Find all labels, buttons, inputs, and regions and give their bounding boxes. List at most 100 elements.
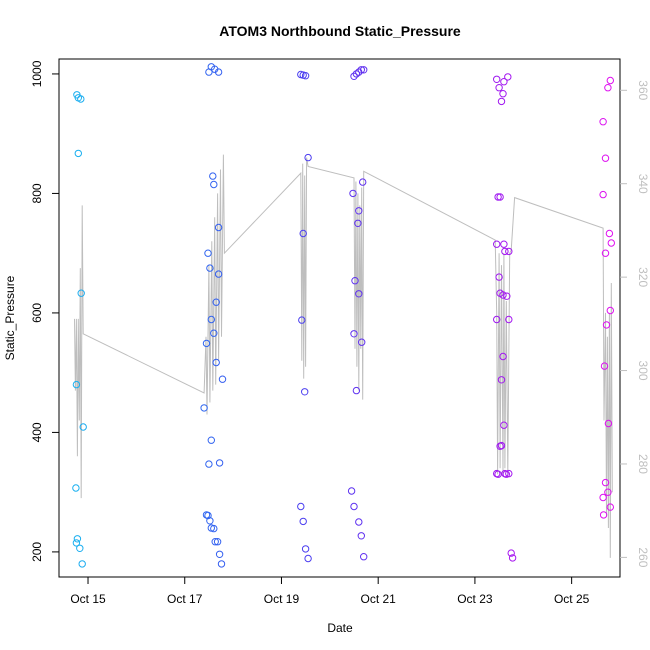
data-point bbox=[301, 545, 310, 553]
y-tick-label: 1000 bbox=[30, 60, 44, 87]
data-point bbox=[607, 239, 615, 247]
data-point bbox=[210, 329, 218, 337]
x-tick-label: Oct 23 bbox=[457, 592, 493, 606]
y2-tick-label: 300 bbox=[636, 361, 650, 381]
data-point bbox=[602, 321, 611, 329]
data-point bbox=[604, 488, 612, 496]
data-point bbox=[73, 535, 82, 543]
data-point bbox=[74, 149, 83, 158]
data-point bbox=[214, 223, 223, 232]
data-point bbox=[200, 404, 208, 412]
data-point bbox=[350, 502, 358, 511]
data-point bbox=[349, 189, 357, 198]
data-point bbox=[301, 72, 310, 80]
data-point bbox=[214, 68, 223, 76]
data-point bbox=[304, 153, 312, 162]
data-point bbox=[304, 554, 312, 563]
x-axis-label: Date bbox=[327, 621, 353, 635]
data-point bbox=[211, 538, 219, 546]
y2-tick-label: 280 bbox=[636, 454, 650, 474]
data-point bbox=[212, 298, 220, 306]
y2-tick-label: 360 bbox=[636, 80, 650, 100]
data-point bbox=[202, 339, 211, 348]
data-point bbox=[350, 330, 358, 338]
data-point bbox=[507, 549, 515, 557]
data-point bbox=[212, 358, 220, 367]
data-point bbox=[497, 376, 506, 384]
data-point bbox=[499, 90, 507, 98]
x-tick-label: Oct 21 bbox=[361, 592, 397, 606]
data-point bbox=[604, 419, 613, 428]
data-point bbox=[214, 270, 223, 278]
data-point bbox=[500, 421, 508, 429]
y-tick-label: 200 bbox=[30, 542, 44, 562]
data-point bbox=[497, 97, 506, 106]
data-point bbox=[355, 518, 363, 526]
data-point bbox=[213, 538, 222, 546]
data-point bbox=[204, 249, 212, 257]
data-point bbox=[72, 539, 81, 547]
x-tick-label: Oct 17 bbox=[167, 592, 203, 606]
data-point bbox=[504, 73, 512, 81]
data-point bbox=[508, 554, 517, 562]
data-point bbox=[206, 264, 214, 272]
data-point bbox=[351, 277, 359, 285]
data-point bbox=[601, 154, 610, 162]
y2-tick-label: 340 bbox=[636, 174, 650, 194]
data-point bbox=[499, 291, 507, 299]
data-point bbox=[352, 386, 361, 395]
data-point bbox=[505, 469, 513, 478]
data-point bbox=[204, 511, 212, 520]
data-point bbox=[499, 352, 507, 361]
data-point bbox=[500, 78, 508, 86]
data-point bbox=[505, 315, 513, 324]
data-point bbox=[350, 72, 358, 81]
data-point bbox=[352, 70, 361, 78]
data-point bbox=[360, 66, 368, 74]
point-layer bbox=[72, 63, 615, 568]
line-layer bbox=[74, 154, 613, 558]
data-point bbox=[360, 553, 368, 561]
data-point bbox=[601, 478, 610, 487]
data-point bbox=[210, 524, 218, 533]
data-point bbox=[217, 560, 226, 568]
data-point bbox=[358, 338, 366, 346]
data-point bbox=[493, 315, 501, 324]
data-point bbox=[218, 375, 227, 383]
data-point bbox=[355, 207, 363, 215]
data-point bbox=[205, 68, 213, 76]
plot-frame bbox=[58, 58, 621, 578]
data-point bbox=[77, 95, 85, 103]
data-point bbox=[501, 247, 509, 256]
data-point bbox=[215, 459, 224, 467]
data-point bbox=[354, 219, 362, 228]
data-point bbox=[599, 190, 607, 199]
data-point bbox=[599, 493, 607, 502]
data-point bbox=[357, 532, 365, 540]
y-tick-label: 400 bbox=[30, 422, 44, 442]
data-point bbox=[599, 511, 608, 519]
data-point bbox=[604, 84, 612, 92]
data-point bbox=[297, 502, 305, 511]
data-point bbox=[359, 178, 367, 186]
data-point bbox=[606, 306, 614, 315]
data-point bbox=[606, 503, 614, 511]
x-tick-label: Oct 15 bbox=[70, 592, 106, 606]
data-point bbox=[78, 560, 86, 568]
data-point bbox=[76, 544, 84, 552]
y-axis-label: Static_Pressure bbox=[3, 275, 17, 360]
data-point bbox=[207, 436, 216, 444]
y-tick-label: 800 bbox=[30, 183, 44, 203]
data-point bbox=[600, 362, 609, 370]
series-line bbox=[74, 154, 613, 558]
data-point bbox=[493, 75, 501, 84]
axis-layer: Oct 15 Oct 17 Oct 19 Oct 21 Oct 23 Oct 25 200 4… bbox=[30, 60, 650, 606]
data-point bbox=[355, 290, 363, 298]
data-point bbox=[298, 316, 306, 324]
data-point bbox=[495, 84, 503, 92]
data-point bbox=[606, 76, 614, 85]
y2-tick-label: 260 bbox=[636, 547, 650, 567]
data-point bbox=[496, 193, 504, 201]
